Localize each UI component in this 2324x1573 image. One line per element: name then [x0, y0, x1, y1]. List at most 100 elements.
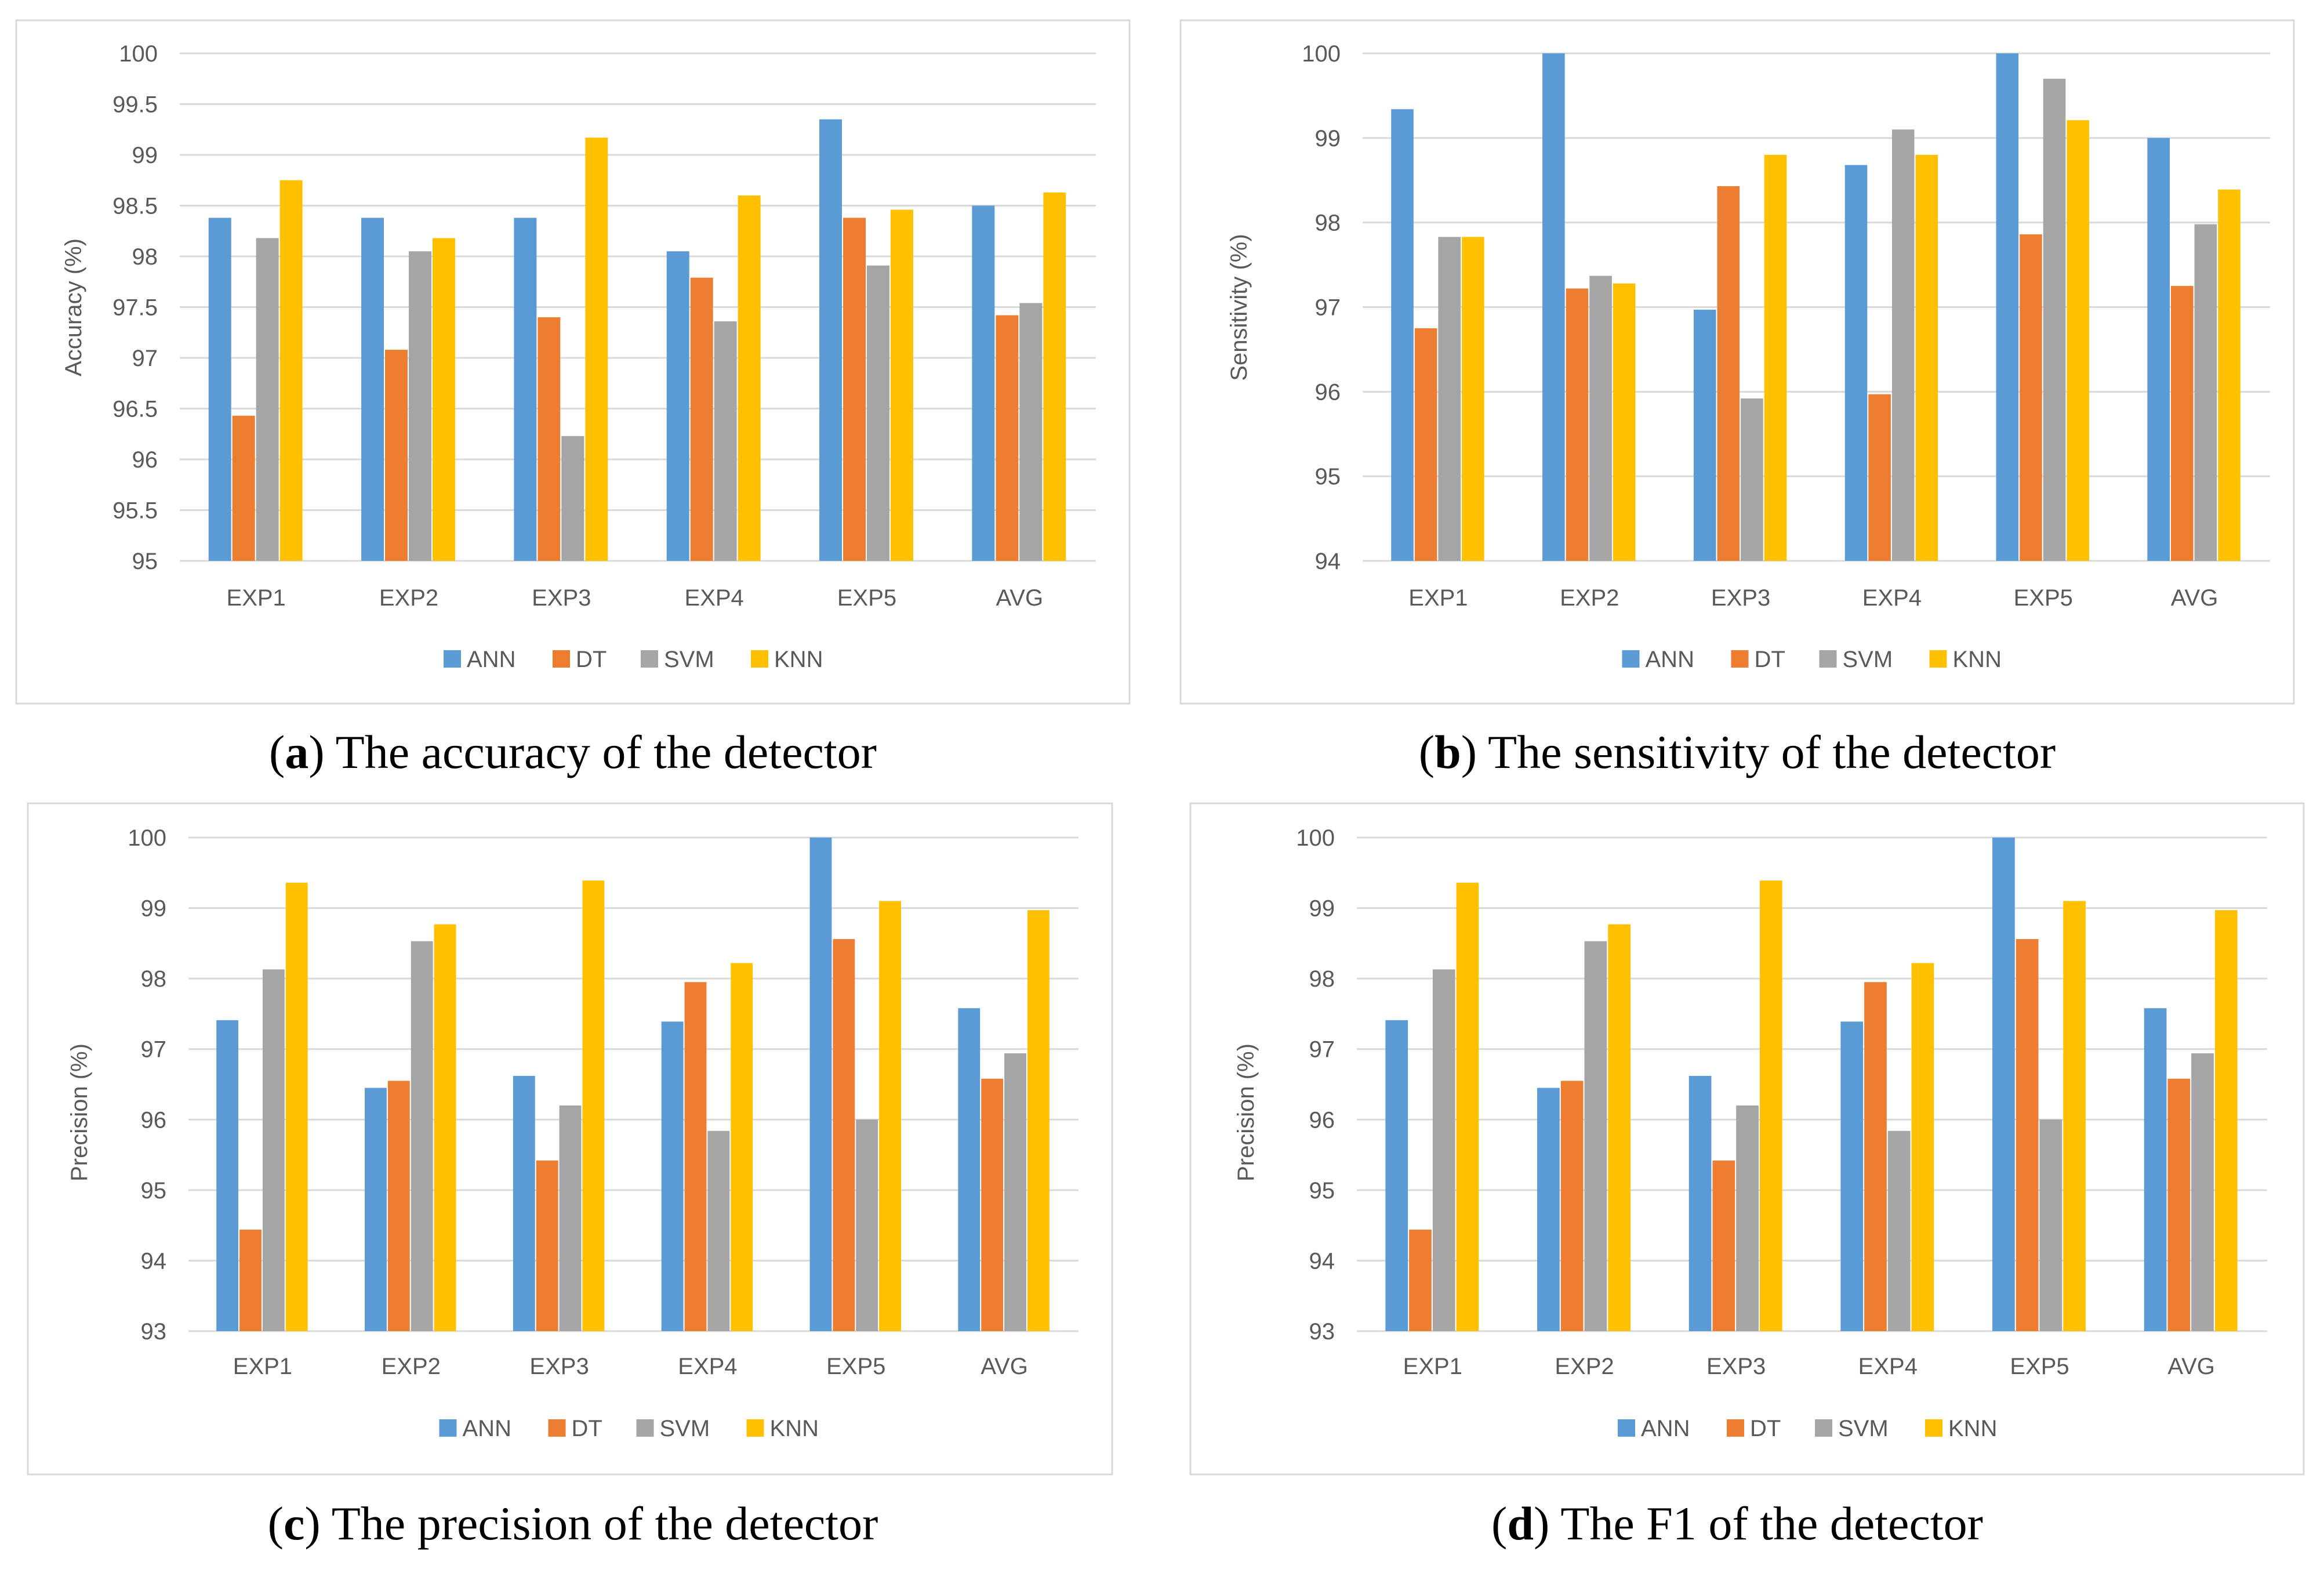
x-tick-label: EXP1	[233, 1354, 292, 1379]
y-tick-label: 93	[141, 1319, 167, 1344]
x-tick-label: EXP4	[1862, 585, 1922, 611]
bar-svm-exp2	[409, 251, 431, 561]
legend-label-knn: KNN	[774, 647, 823, 672]
bar-svm-exp1	[1438, 237, 1461, 561]
y-tick-label: 97.5	[112, 295, 158, 321]
legend-label-dt: DT	[1755, 647, 1785, 672]
bar-svm-exp3	[1741, 398, 1763, 561]
y-tick-label: 96	[1315, 379, 1341, 405]
y-tick-label: 97	[1315, 295, 1341, 321]
x-tick-label: AVG	[981, 1354, 1028, 1379]
y-axis-title: Accuracy (%)	[61, 238, 86, 376]
bar-svm-exp5	[867, 265, 889, 561]
bar-svm-exp3	[559, 1105, 582, 1331]
legend-swatch-ann	[439, 1419, 457, 1437]
bar-knn-exp4	[738, 195, 761, 561]
x-tick-label: EXP5	[2014, 585, 2073, 611]
y-tick-label: 98.5	[112, 194, 158, 219]
bar-knn-avg	[1043, 192, 1066, 561]
x-tick-label: EXP5	[826, 1354, 885, 1379]
x-tick-label: EXP3	[529, 1354, 589, 1379]
y-tick-label: 99	[1309, 896, 1335, 922]
bar-svm-exp1	[256, 238, 279, 561]
bar-ann-exp1	[1391, 109, 1414, 561]
caption-d: (d) The F1 of the detector	[1491, 1497, 1983, 1550]
x-tick-label: EXP2	[382, 1354, 441, 1379]
legend-swatch-dt	[1731, 650, 1749, 668]
bar-dt-avg	[2167, 1078, 2191, 1331]
legend-label-svm: SVM	[1838, 1416, 1889, 1441]
bar-ann-exp4	[661, 1021, 684, 1331]
bar-ann-exp2	[1542, 53, 1565, 561]
x-tick-label: EXP3	[1711, 585, 1770, 611]
bar-ann-exp1	[1385, 1020, 1408, 1331]
chart-panel-1: 94 95 96 97 98 99 100 Sensitivity (%) EXP1 EXP2 EX…	[1179, 19, 2295, 705]
caption-c: (c) The precision of the detector	[267, 1497, 878, 1550]
bar-ann-avg	[2147, 137, 2170, 561]
x-tick-label: EXP4	[685, 585, 744, 611]
x-tick-label: AVG	[2167, 1354, 2215, 1379]
bar-dt-exp4	[684, 982, 707, 1331]
bar-knn-exp3	[585, 137, 608, 561]
bar-dt-exp1	[1414, 328, 1437, 561]
bar-ann-exp4	[1840, 1021, 1864, 1331]
legend-label-ann: ANN	[467, 647, 515, 672]
bar-svm-exp2	[411, 941, 433, 1331]
bar-ann-exp3	[514, 218, 537, 561]
y-tick-label: 99	[1315, 126, 1341, 151]
legend-swatch-svm	[1815, 1419, 1832, 1437]
bar-knn-exp5	[2067, 120, 2089, 561]
bar-ann-avg	[958, 1008, 981, 1331]
legend-swatch-knn	[751, 650, 768, 668]
bar-dt-exp4	[1868, 394, 1891, 561]
bar-svm-avg	[1004, 1053, 1026, 1331]
y-tick-label: 98	[132, 244, 158, 270]
bar-knn-exp5	[879, 901, 901, 1331]
bar-dt-exp5	[843, 218, 866, 561]
bar-svm-exp3	[1736, 1105, 1759, 1331]
bar-ann-exp3	[1688, 1075, 1712, 1331]
bar-knn-exp4	[1915, 155, 1938, 561]
bar-knn-exp3	[1764, 155, 1787, 561]
bar-dt-exp1	[239, 1229, 262, 1331]
y-tick-label: 100	[1296, 825, 1335, 851]
legend-swatch-knn	[746, 1419, 764, 1437]
bar-ann-exp4	[666, 251, 689, 561]
bar-svm-exp5	[2043, 78, 2066, 561]
bar-svm-avg	[1019, 303, 1043, 561]
y-tick-label: 98	[141, 966, 167, 992]
y-tick-label: 100	[119, 41, 158, 67]
bar-ann-avg	[972, 205, 995, 561]
bar-knn-exp2	[434, 924, 456, 1331]
y-tick-label: 93	[1309, 1319, 1335, 1344]
bar-dt-avg	[981, 1078, 1004, 1331]
y-tick-label: 100	[1302, 41, 1341, 67]
legend-label-svm: SVM	[1843, 647, 1893, 672]
bar-ann-exp1	[216, 1020, 239, 1331]
bar-svm-exp2	[1589, 276, 1612, 561]
legend-label-knn: KNN	[770, 1416, 819, 1441]
bar-ann-exp5	[819, 119, 843, 561]
legend-swatch-dt	[1727, 1419, 1744, 1437]
caption-a: (a) The accuracy of the detector	[269, 726, 877, 778]
y-tick-label: 99	[141, 896, 167, 922]
y-tick-label: 94	[1309, 1248, 1335, 1274]
caption-b: (b) The sensitivity of the detector	[1418, 726, 2056, 778]
bar-svm-avg	[2191, 1053, 2214, 1331]
x-tick-label: EXP4	[678, 1354, 737, 1379]
bar-knn-avg	[1027, 910, 1050, 1331]
x-tick-label: EXP5	[837, 585, 896, 611]
bar-knn-exp4	[1911, 963, 1934, 1331]
legend-swatch-ann	[1622, 650, 1640, 668]
y-tick-label: 96	[132, 447, 158, 473]
legend-label-svm: SVM	[660, 1416, 710, 1441]
legend-label-dt: DT	[1750, 1416, 1781, 1441]
y-tick-label: 95	[132, 549, 158, 574]
bar-ann-exp4	[1844, 165, 1868, 561]
bar-svm-exp4	[1887, 1130, 1911, 1331]
bar-knn-exp4	[731, 963, 753, 1331]
bar-svm-exp4	[1891, 129, 1915, 561]
x-tick-label: EXP1	[1408, 585, 1468, 611]
x-tick-label: EXP2	[1560, 585, 1619, 611]
